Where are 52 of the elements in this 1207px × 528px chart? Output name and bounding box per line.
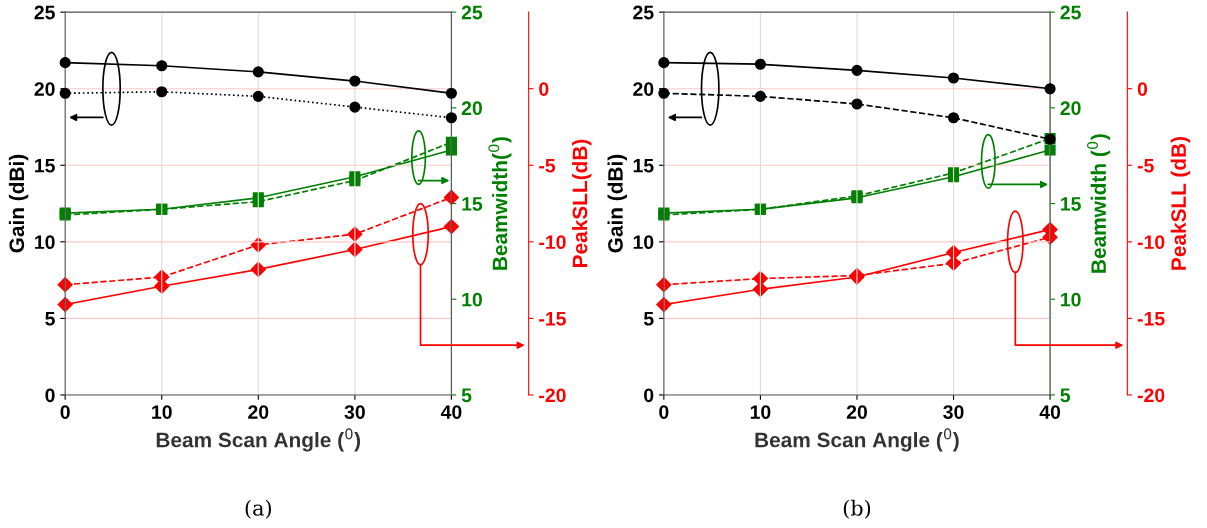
y2-tick-label: 10	[462, 292, 482, 307]
y-tick-label: 25	[34, 5, 55, 20]
y2-tick-label: 15	[462, 197, 483, 211]
y3-axis-title: PeakSLL(dB)	[572, 139, 592, 267]
y-tick-label: 5	[45, 312, 55, 326]
x-tick-label: 40	[1039, 405, 1061, 419]
text: (b)	[843, 499, 871, 519]
y-tick-label: 15	[35, 158, 55, 173]
y-tick-label: 15	[633, 158, 654, 173]
y3-axis-title: PeakSLL (dB)	[1170, 137, 1191, 270]
y2-axis-title: Beamwidth ($^{0}$)	[1086, 134, 1111, 273]
y2-tick-label: 5	[461, 388, 472, 403]
y3-tick-label: 0	[1137, 82, 1148, 96]
y3-tick-label: -20	[539, 388, 566, 403]
y-tick-label: 0	[644, 388, 654, 403]
y2-tick-label: 20	[461, 101, 482, 116]
y3-tick-label: -10	[539, 235, 566, 250]
y3-tick-label: 0	[539, 82, 549, 96]
y3-tick-label: -15	[1137, 312, 1165, 326]
y3-tick-label: -15	[539, 312, 566, 326]
y-tick-label: 5	[643, 312, 654, 326]
x-tick-label: 40	[440, 405, 462, 419]
y2-axis-title: Beamwidth($^{0}$)	[488, 137, 512, 270]
y3-tick-label: -5	[1137, 158, 1154, 173]
y-tick-label: 25	[633, 5, 654, 20]
x-tick-label: 20	[846, 405, 867, 419]
y-tick-label: 20	[633, 82, 654, 96]
y-tick-label: 10	[633, 235, 654, 250]
x-tick-label: 30	[344, 405, 365, 419]
y-axis-title: Gain (dBi)	[8, 154, 29, 253]
x-tick-label: 10	[152, 405, 172, 419]
y3-tick-label: -20	[1137, 388, 1165, 403]
y-axis-title: Gain (dBi)	[607, 154, 627, 253]
y3-tick-label: -5	[539, 158, 556, 173]
y3-tick-label: -10	[1137, 235, 1165, 250]
y2-tick-label: 15	[1061, 197, 1081, 211]
y2-tick-label: 20	[1060, 101, 1081, 116]
x-tick-label: 0	[60, 405, 70, 419]
text: (a)	[245, 499, 271, 519]
x-axis-title: Beam Scan Angle ($^{0}$)	[156, 428, 361, 452]
y-tick-label: 20	[34, 82, 55, 96]
y2-tick-label: 25	[1060, 5, 1081, 20]
x-axis-title: Beam Scan Angle ($^{0}$)	[755, 428, 959, 452]
x-tick-label: 30	[943, 405, 964, 419]
x-tick-label: 0	[659, 405, 669, 419]
y-tick-label: 10	[35, 235, 55, 250]
x-tick-label: 10	[750, 405, 771, 419]
y2-tick-label: 5	[1060, 388, 1071, 403]
x-tick-label: 20	[248, 405, 269, 419]
y2-tick-label: 10	[1061, 292, 1081, 307]
y2-tick-label: 25	[461, 5, 483, 20]
y-tick-label: 0	[45, 388, 55, 403]
